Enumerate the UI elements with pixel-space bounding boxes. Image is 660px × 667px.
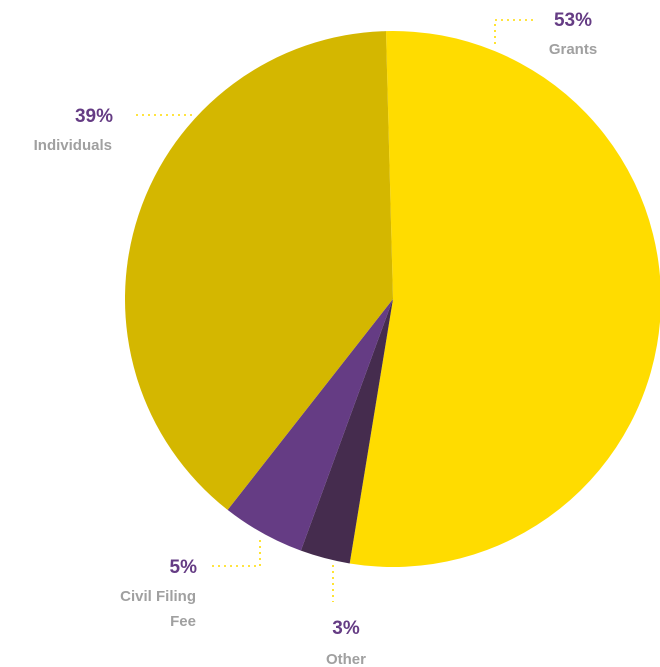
category-label-other: Other — [326, 651, 366, 667]
leader-lines — [133, 19, 535, 602]
slice-other — [300, 299, 393, 564]
category-label-grants: Grants — [549, 41, 597, 58]
slice-individuals — [124, 31, 393, 510]
category-label-civil-filing-fee-line-1: Civil Filing — [120, 588, 196, 605]
slice-labels: 53% Grants 3% Other 5% Civil Filing Fee 39% Indi… — [34, 10, 598, 667]
pie-slices — [124, 31, 660, 567]
slice-civil-filing-fee — [227, 299, 393, 551]
percent-label-individuals: 39% — [75, 106, 113, 127]
percent-label-civil-filing-fee: 5% — [170, 557, 198, 578]
leader-line-civil-filing-fee — [212, 540, 261, 567]
category-label-individuals: Individuals — [34, 137, 112, 154]
percent-label-other: 3% — [332, 618, 360, 639]
category-label-civil-filing-fee-line-2: Fee — [170, 613, 196, 630]
percent-label-grants: 53% — [554, 10, 592, 31]
leader-line-grants — [494, 19, 535, 44]
slice-grants — [349, 31, 660, 567]
